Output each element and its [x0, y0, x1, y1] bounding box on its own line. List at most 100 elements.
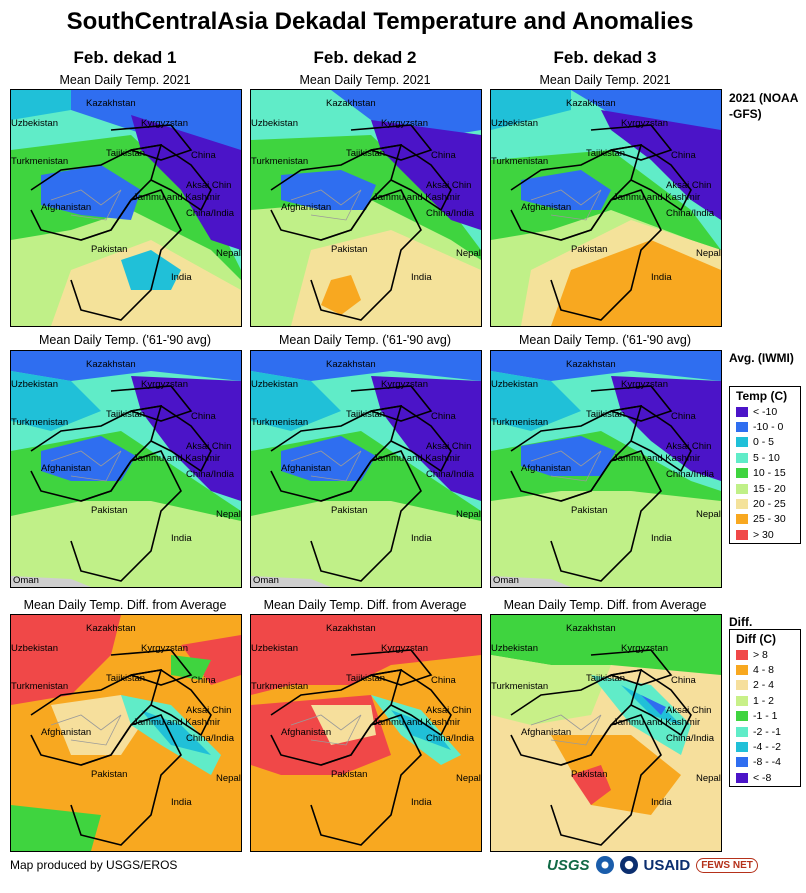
color-band [521, 436, 616, 476]
panel-subtitle: Mean Daily Temp. Diff. from Average [503, 598, 707, 612]
legend-item: > 8 [730, 647, 800, 662]
map-label-turkmenistan: Turkmenistan [11, 417, 68, 428]
map-label-afghanistan: Afghanistan [521, 202, 571, 213]
country-border [370, 669, 452, 737]
color-band [11, 90, 71, 120]
map-label-india: India [171, 533, 192, 544]
legend-label: -1 - 1 [753, 710, 778, 723]
map-label-pakistan: Pakistan [91, 244, 127, 255]
country-border [590, 649, 673, 686]
country-border [610, 144, 692, 212]
legend-swatch [736, 468, 748, 479]
map-label-uzbekistan: Uzbekistan [491, 379, 538, 390]
country-border [110, 649, 193, 686]
panel-subtitle: Mean Daily Temp. ('61-'90 avg) [39, 333, 211, 347]
color-band [131, 115, 241, 250]
color-band [491, 351, 721, 381]
color-band [281, 436, 376, 481]
map-label-kyrgyzstan: Kyrgyzstan [621, 118, 668, 129]
map-label-china: China [431, 411, 457, 422]
map-canvas: Kazakhstan Uzbekistan Kyrgyzstan Tajikistan… [251, 615, 481, 851]
legend-swatch [736, 695, 748, 706]
province-border [530, 714, 602, 746]
color-band [251, 501, 481, 587]
map-label-uzbekistan: Uzbekistan [251, 379, 298, 390]
legend-title: Diff (C) [736, 632, 776, 646]
legend-item: -10 - 0 [730, 419, 800, 434]
color-band [371, 120, 481, 230]
map-label-aksai-chin: Aksai Chin [666, 705, 711, 716]
legend-label: 1 - 2 [753, 694, 775, 707]
legend-item: 1 - 2 [730, 693, 800, 708]
color-band [371, 376, 481, 501]
row-label-2021: 2021 (NOAA -GFS) [729, 91, 798, 121]
map-label-kazakhstan: Kazakhstan [86, 359, 136, 370]
legend-swatch [736, 422, 748, 433]
country-border [70, 189, 182, 321]
map-label-pakistan: Pakistan [571, 244, 607, 255]
map-label-turkmenistan: Turkmenistan [491, 156, 548, 167]
map-label-afghanistan: Afghanistan [41, 727, 91, 738]
legend-item: 25 - 30 [730, 512, 800, 527]
usaid-logo: USAID [643, 856, 691, 874]
legend-label: 2 - 4 [753, 679, 775, 692]
map-label-pakistan: Pakistan [91, 505, 127, 516]
legend-label: -8 - -4 [753, 756, 782, 769]
map-panel-avg-dekad-3: Kazakhstan Uzbekistan Kyrgyzstan Tajikistan… [490, 350, 722, 588]
legend-item: -8 - -4 [730, 755, 800, 770]
map-panel-diff-dekad-1: Kazakhstan Uzbekistan Kyrgyzstan Tajikistan… [10, 614, 242, 852]
map-label-kyrgyzstan: Kyrgyzstan [621, 379, 668, 390]
color-band [251, 371, 341, 431]
color-band [11, 805, 101, 851]
color-band [611, 376, 721, 481]
color-band [521, 170, 611, 210]
map-label-tajikistan: Tajikistan [586, 409, 625, 420]
legend-item: 20 - 25 [730, 496, 800, 511]
legend-item: 15 - 20 [730, 481, 800, 496]
province-border [50, 714, 122, 746]
legend-label: 5 - 10 [753, 451, 780, 464]
map-canvas: Kazakhstan Uzbekistan Kyrgyzstan Tajikistan… [11, 90, 241, 326]
legend-swatch [736, 772, 748, 783]
map-label-uzbekistan: Uzbekistan [251, 118, 298, 129]
legend-item: 5 - 10 [730, 450, 800, 465]
legend-swatch [736, 452, 748, 463]
map-label-china-india: China/India [666, 469, 715, 480]
panel-subtitle: Mean Daily Temp. Diff. from Average [263, 598, 467, 612]
map-label-nepal: Nepal [456, 509, 481, 520]
country-border [550, 189, 662, 321]
color-band [11, 371, 101, 431]
map-label-tajikistan: Tajikistan [106, 673, 145, 684]
country-border [370, 405, 452, 473]
color-band [641, 695, 666, 715]
country-border [310, 450, 422, 582]
color-band [251, 615, 481, 695]
row-label-difference: Diff. [729, 615, 753, 629]
map-label-nepal: Nepal [696, 248, 721, 259]
usgs-logo: USGS [547, 856, 590, 874]
color-band [551, 735, 681, 815]
province-border [290, 189, 362, 221]
legend-swatch [736, 529, 748, 540]
legend-item: 0 - 5 [730, 435, 800, 450]
map-label-afghanistan: Afghanistan [281, 727, 331, 738]
country-border [130, 405, 212, 473]
legend-swatch [736, 665, 748, 676]
map-label-afghanistan: Afghanistan [41, 463, 91, 474]
panel-subtitle: Mean Daily Temp. Diff. from Average [23, 598, 227, 612]
province-border [530, 189, 602, 221]
legend-item: 10 - 15 [730, 466, 800, 481]
map-label-uzbekistan: Uzbekistan [491, 118, 538, 129]
color-band [491, 371, 581, 431]
map-label-tajikistan: Tajikistan [346, 148, 385, 159]
map-label-kazakhstan: Kazakhstan [326, 623, 376, 634]
legend-item: -2 - -1 [730, 724, 800, 739]
map-panel-avg-dekad-1: Kazakhstan Uzbekistan Kyrgyzstan Tajikistan… [10, 350, 242, 588]
legend-label: 15 - 20 [753, 482, 786, 495]
map-label-china-india: China/India [186, 469, 235, 480]
map-label-uzbekistan: Uzbekistan [11, 379, 58, 390]
color-band [141, 710, 211, 755]
map-label-uzbekistan: Uzbekistan [11, 643, 58, 654]
map-panel-2021-dekad-1: Kazakhstan Uzbekistan Kyrgyzstan Tajikistan… [10, 89, 242, 327]
map-label-kyrgyzstan: Kyrgyzstan [141, 118, 188, 129]
